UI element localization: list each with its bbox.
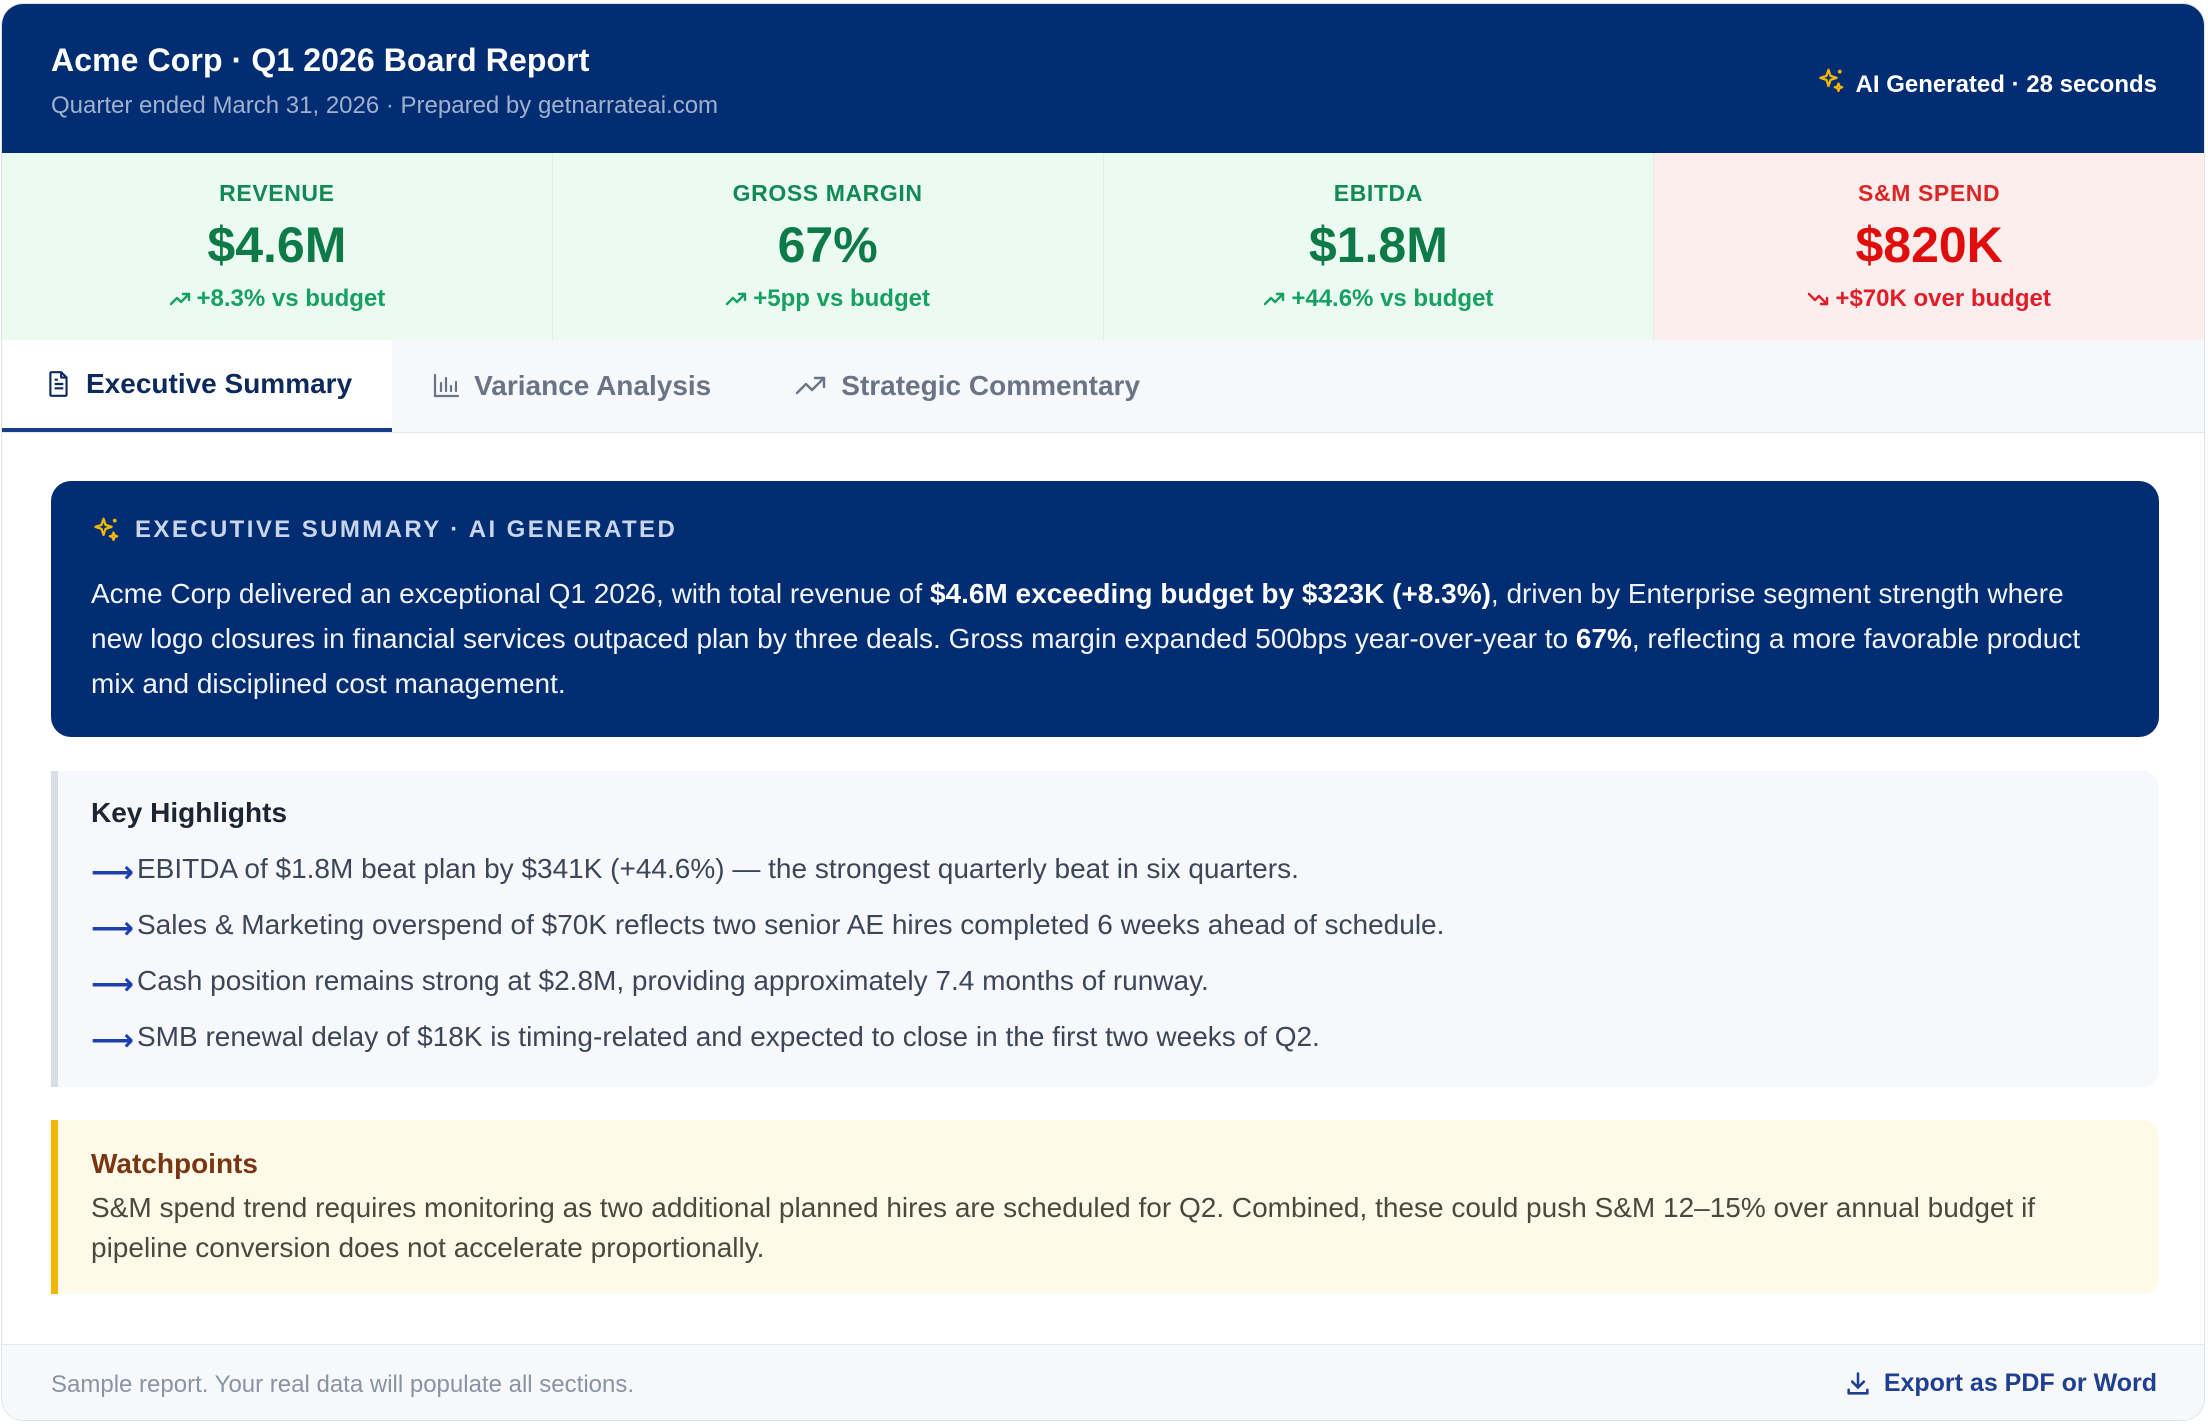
sparkles-icon: [1816, 66, 1846, 103]
highlight-text: EBITDA of $1.8M beat plan by $341K (+44.…: [137, 853, 1299, 884]
kpi-delta: +$70K over budget: [1654, 285, 2204, 313]
list-item: ⟶ Cash position remains strong at $2.8M,…: [91, 953, 2159, 1009]
highlights-title: Key Highlights: [91, 797, 288, 828]
kpi-value: $1.8M: [1308, 217, 1448, 273]
summary-text: , reflecting a more favorable product mi…: [91, 623, 2081, 699]
kpi-delta: +8.3% vs budget: [2, 285, 552, 313]
trend-up-icon: [726, 292, 747, 306]
sparkles-icon: [94, 517, 119, 542]
summary-heading: EXECUTIVE SUMMARY · AI GENERATED: [91, 515, 2119, 545]
summary-text: , driven by Enterprise segment strength …: [91, 578, 2064, 654]
watchpoints-panel: Watchpoints S&M spend trend requires mon…: [51, 1120, 2159, 1294]
executive-summary-panel: EXECUTIVE SUMMARY · AI GENERATED Acme Co…: [51, 481, 2159, 737]
highlight-text: SMB renewal delay of $18K is timing-rela…: [137, 1021, 1320, 1052]
kpi-value: $4.6M: [207, 217, 347, 273]
report-footer: Sample report. Your real data will popul…: [2, 1344, 2204, 1420]
kpi-delta-text: +8.3% vs budget: [196, 285, 386, 312]
kpi-revenue: REVENUE $4.6M +8.3% vs budget: [2, 153, 553, 340]
list-item: ⟶ EBITDA of $1.8M beat plan by $341K (+4…: [91, 841, 2159, 897]
download-icon: [1847, 1371, 1869, 1395]
tab-variance-analysis[interactable]: Variance Analysis: [392, 340, 751, 432]
arrow-right-icon: ⟶: [91, 855, 135, 889]
summary-paragraph: Acme Corp delivered an exceptional Q1 20…: [91, 571, 2119, 706]
kpi-label: REVENUE: [219, 180, 335, 206]
kpi-delta-text: +$70K over budget: [1835, 285, 2051, 312]
tab-label: Variance Analysis: [474, 370, 712, 401]
trend-up-icon: [169, 292, 190, 306]
list-item: ⟶ Sales & Marketing overspend of $70K re…: [91, 897, 2159, 953]
report-card: Acme Corp · Q1 2026 Board Report Quarter…: [1, 3, 2205, 1421]
key-highlights-panel: Key Highlights ⟶ EBITDA of $1.8M beat pl…: [51, 771, 2159, 1087]
watchpoints-title: Watchpoints: [91, 1148, 258, 1179]
report-tabs: Executive Summary Variance Analysis Stra…: [2, 340, 2204, 433]
tab-executive-summary[interactable]: Executive Summary: [2, 340, 393, 432]
highlight-text: Sales & Marketing overspend of $70K refl…: [137, 909, 1445, 940]
export-label: Export as PDF or Word: [1883, 1369, 2157, 1397]
kpi-label: S&M SPEND: [1858, 180, 2001, 206]
trending-up-icon: [796, 376, 826, 395]
kpi-ebitda: EBITDA $1.8M +44.6% vs budget: [1103, 153, 1655, 340]
kpi-label: GROSS MARGIN: [732, 180, 923, 206]
highlight-text: Cash position remains strong at $2.8M, p…: [137, 965, 1209, 996]
kpi-delta: +44.6% vs budget: [1104, 285, 1654, 313]
trend-down-icon: [1808, 292, 1829, 306]
kpi-delta-text: +5pp vs budget: [753, 285, 930, 312]
kpi-sm-spend: S&M SPEND $820K +$70K over budget: [1654, 153, 2204, 340]
arrow-right-icon: ⟶: [91, 967, 135, 1001]
kpi-value: $820K: [1855, 217, 2003, 273]
summary-heading-text: EXECUTIVE SUMMARY · AI GENERATED: [135, 516, 678, 543]
summary-emphasis: $4.6M exceeding budget by $323K (+8.3%): [929, 578, 1491, 609]
kpi-label: EBITDA: [1333, 180, 1423, 206]
arrow-right-icon: ⟶: [91, 1023, 135, 1057]
watchpoints-text: S&M spend trend requires monitoring as t…: [91, 1192, 2036, 1263]
summary-emphasis: 67%: [1575, 623, 1632, 654]
list-item: ⟶ SMB renewal delay of $18K is timing-re…: [91, 1009, 2159, 1065]
kpi-gross-margin: GROSS MARGIN 67% +5pp vs budget: [552, 153, 1104, 340]
ai-badge-label: AI Generated · 28 seconds: [1855, 70, 2157, 98]
kpi-value: 67%: [777, 217, 878, 273]
tab-strategic-commentary[interactable]: Strategic Commentary: [751, 340, 1180, 432]
tab-label: Strategic Commentary: [841, 370, 1141, 401]
highlights-list: ⟶ EBITDA of $1.8M beat plan by $341K (+4…: [91, 841, 2159, 1065]
arrow-right-icon: ⟶: [91, 911, 135, 945]
kpi-strip: REVENUE $4.6M +8.3% vs budget GROSS MARG…: [2, 153, 2204, 340]
report-header: Acme Corp · Q1 2026 Board Report Quarter…: [2, 4, 2204, 153]
kpi-delta-text: +44.6% vs budget: [1291, 285, 1494, 312]
document-icon: [49, 371, 68, 397]
tab-label: Executive Summary: [86, 368, 353, 399]
summary-text: Acme Corp delivered an exceptional Q1 20…: [91, 578, 930, 609]
trend-up-icon: [1264, 292, 1285, 306]
report-subtitle: Quarter ended March 31, 2026 · Prepared …: [51, 92, 719, 119]
report-title: Acme Corp · Q1 2026 Board Report: [51, 42, 590, 78]
footer-note: Sample report. Your real data will popul…: [51, 1371, 635, 1398]
bar-chart-icon: [434, 373, 460, 398]
kpi-delta: +5pp vs budget: [553, 285, 1103, 313]
ai-generated-badge: AI Generated · 28 seconds: [1816, 66, 2157, 103]
export-button[interactable]: Export as PDF or Word: [1844, 1369, 2157, 1398]
